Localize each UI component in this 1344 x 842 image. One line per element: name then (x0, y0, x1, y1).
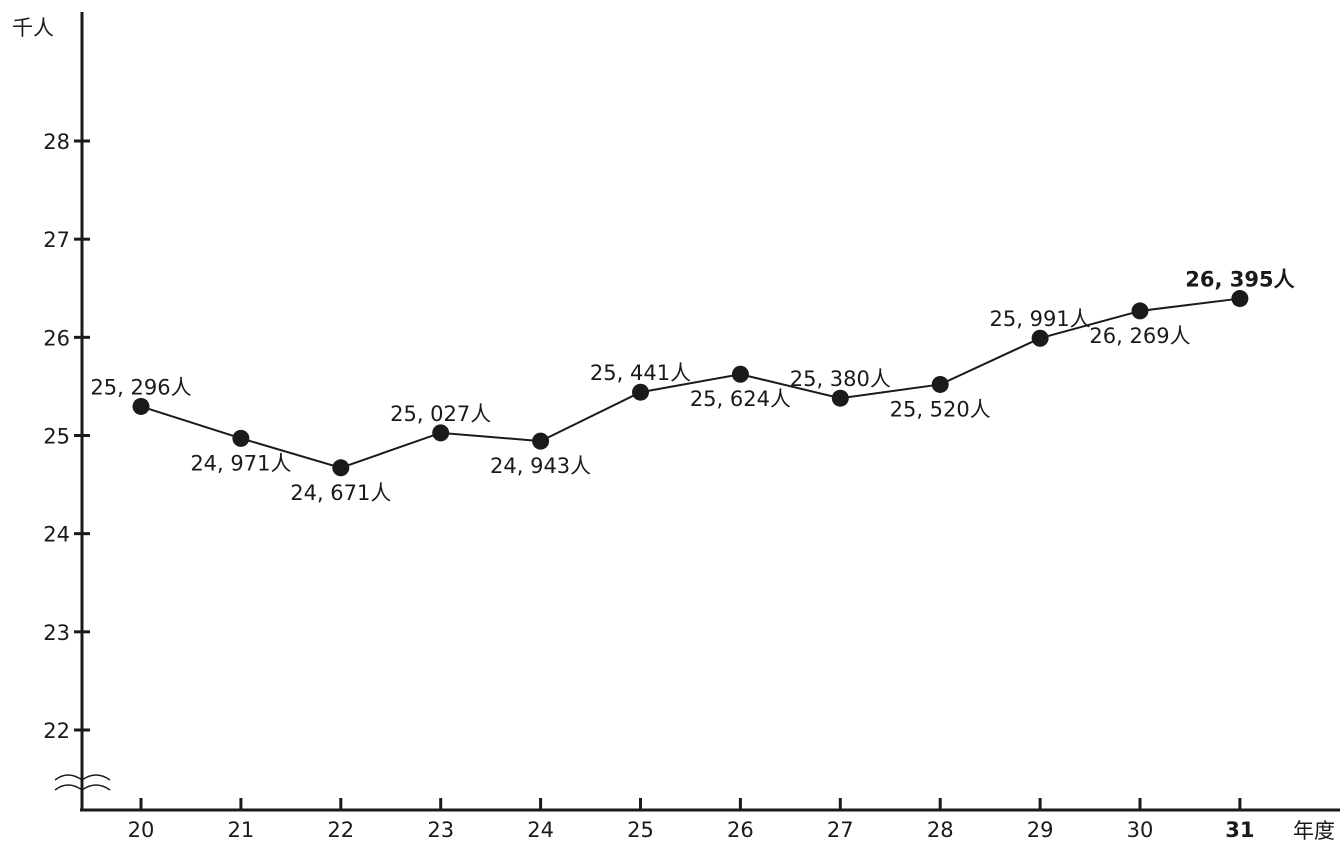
data-labels: 25, 296人 24, 971人 24, 671人 25, 027人 24, 943人… (90, 268, 1294, 505)
y-axis-unit-label: 千人 (12, 16, 54, 40)
x-tick-label-30: 30 (1127, 818, 1154, 842)
x-tick-label-27: 27 (827, 818, 854, 842)
y-tick-label-27: 27 (43, 228, 70, 252)
axis-break-mark (54, 774, 111, 791)
data-label-20: 25, 296人 (90, 375, 191, 399)
x-tick-label-21: 21 (228, 818, 255, 842)
data-point-25 (632, 383, 649, 401)
y-ticks: 22 23 24 25 26 27 28 (43, 130, 90, 743)
data-points (132, 290, 1249, 477)
data-label-25: 25, 441人 (590, 361, 691, 385)
data-label-31: 26, 395人 (1185, 268, 1294, 292)
data-label-26: 25, 624人 (690, 387, 791, 411)
data-label-27: 25, 380人 (790, 367, 891, 391)
series-line (140, 297, 1241, 469)
x-tick-label-25: 25 (627, 818, 654, 842)
x-ticks: 20 21 22 23 24 25 26 27 28 29 30 31 (128, 798, 1255, 842)
data-label-21: 24, 971人 (190, 451, 291, 475)
data-point-28 (931, 375, 949, 393)
data-point-23 (432, 424, 450, 442)
x-tick-label-31: 31 (1225, 818, 1254, 842)
data-label-22: 24, 671人 (290, 481, 391, 505)
x-tick-label-20: 20 (128, 818, 155, 842)
axes (54, 12, 1340, 812)
data-point-20 (132, 397, 150, 415)
data-point-27 (831, 389, 849, 407)
data-point-31 (1231, 290, 1249, 308)
x-tick-label-22: 22 (327, 818, 354, 842)
y-tick-label-28: 28 (43, 130, 70, 154)
y-tick-label-22: 22 (43, 719, 70, 743)
data-label-30: 26, 269人 (1089, 324, 1190, 348)
data-point-29 (1031, 329, 1049, 347)
x-tick-label-23: 23 (427, 818, 454, 842)
data-label-29: 25, 991人 (990, 307, 1091, 331)
y-tick-label-24: 24 (43, 523, 70, 547)
x-tick-label-29: 29 (1027, 818, 1054, 842)
y-tick-label-23: 23 (43, 621, 70, 645)
data-label-23: 25, 027人 (390, 402, 491, 426)
data-point-24 (532, 432, 550, 450)
x-axis-unit-label: 年度 (1293, 819, 1335, 842)
data-point-30 (1131, 302, 1149, 320)
data-point-26 (731, 365, 749, 383)
x-tick-label-28: 28 (927, 818, 954, 842)
y-tick-label-25: 25 (43, 425, 70, 449)
data-point-22 (332, 459, 350, 477)
y-tick-label-26: 26 (43, 326, 70, 350)
data-label-28: 25, 520人 (890, 397, 991, 421)
x-tick-label-26: 26 (727, 818, 754, 842)
data-label-24: 24, 943人 (490, 454, 591, 478)
x-tick-label-24: 24 (527, 818, 554, 842)
data-point-21 (232, 429, 250, 447)
